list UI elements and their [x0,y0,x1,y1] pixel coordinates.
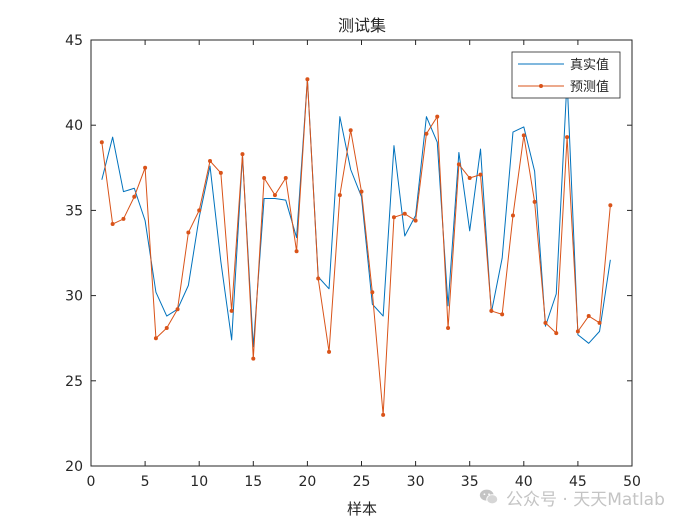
data-point [327,349,332,354]
legend-label-predicted: 预测值 [570,79,609,95]
plot-area [91,40,632,466]
data-point [262,176,267,181]
data-point [554,331,559,336]
series-line-0 [101,78,611,348]
x-tick-label: 30 [407,474,425,490]
data-point [489,308,494,313]
x-tick-label: 40 [515,474,533,490]
data-point [608,203,613,208]
data-point [283,176,288,181]
data-point [575,329,580,334]
data-point [565,135,570,140]
data-point [99,140,104,145]
data-point [175,307,180,312]
x-tick-label: 5 [141,474,150,490]
data-point [186,230,191,235]
data-point [229,308,234,313]
x-tick-label: 25 [353,474,371,490]
data-point [391,215,396,220]
data-point [251,356,256,361]
data-point [305,77,310,82]
data-point [521,133,526,138]
data-point [456,162,461,167]
data-point [381,412,386,417]
x-tick-label: 35 [461,474,479,490]
data-point [294,249,299,254]
x-tick-label: 50 [623,474,641,490]
data-point [586,314,591,319]
data-point [435,114,440,119]
data-point [110,222,115,227]
data-point [500,312,505,317]
data-point [240,152,245,157]
legend-label-actual: 真实值 [570,57,609,73]
data-point [197,208,202,213]
data-point [510,213,515,218]
chart-title: 测试集 [338,16,386,35]
series-line-1 [101,78,611,416]
data-point [208,158,213,163]
legend-box [511,51,621,99]
wechat-icon [479,489,499,505]
legend-marker-predicted [539,84,543,88]
y-tick-label: 40 [65,118,83,134]
data-point [532,199,537,204]
data-point [218,170,223,175]
series-layer [99,77,613,417]
data-point [597,320,602,325]
data-point [467,176,472,181]
data-point [402,211,407,216]
x-tick-label: 45 [569,474,587,490]
data-point [359,189,364,194]
data-point [132,194,137,199]
x-axis-label: 样本 [347,500,377,518]
data-point [348,128,353,133]
y-tick-label: 25 [65,374,83,390]
data-point [272,193,277,198]
y-tick-label: 20 [65,459,83,475]
watermark-text: 公众号 · 天天Matlab [506,489,665,510]
watermark: 公众号 · 天天Matlab [478,484,683,510]
y-tick-label: 35 [65,203,83,219]
data-point [153,336,158,341]
y-tick-label: 30 [65,289,83,305]
data-point [121,216,126,221]
data-point [337,193,342,198]
data-point [413,218,418,223]
x-tick-label: 10 [190,474,208,490]
x-tick-label: 15 [244,474,262,490]
data-point [446,325,451,330]
data-point [478,172,483,177]
data-point [543,320,548,325]
x-tick-label: 20 [298,474,316,490]
ticks-layer: 0 5 10 15 20 25 30 35 40 45 50 20 25 30 35 40 45 [65,33,641,490]
data-point [143,165,148,170]
data-point [164,325,169,330]
legend: 真实值 预测值 [511,51,621,99]
y-tick-label: 45 [65,33,83,49]
data-point [424,131,429,136]
x-tick-label: 0 [87,474,96,490]
data-point [316,276,321,281]
data-point [370,290,375,295]
